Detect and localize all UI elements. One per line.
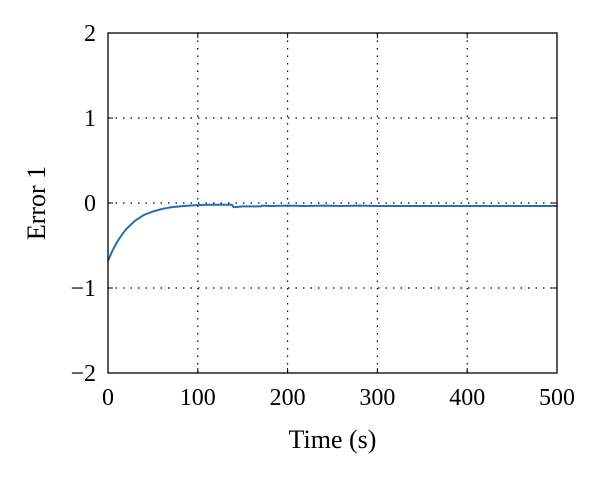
y-tick-label: 1 — [84, 106, 96, 132]
x-tick-label: 0 — [102, 385, 114, 411]
plot-frame — [107, 32, 558, 374]
x-tick-label: 400 — [449, 385, 485, 411]
x-axis-label: Time (s) — [289, 425, 377, 454]
x-tick-label: 300 — [359, 385, 395, 411]
y-tick-label: −1 — [70, 276, 96, 302]
grid-lines — [108, 33, 557, 373]
y-axis-label: Error 1 — [22, 166, 51, 240]
x-tick-label: 500 — [539, 385, 575, 411]
y-tick-label: −2 — [70, 361, 96, 387]
series-layer — [107, 203, 557, 262]
y-tick-label: 0 — [84, 191, 96, 217]
y-tick-label: 2 — [84, 21, 96, 47]
x-tick-label: 200 — [270, 385, 306, 411]
x-tick-label: 100 — [180, 385, 216, 411]
series-line — [107, 203, 557, 262]
axis-ticks: 0 100 200 300 400 500 −2 −1 0 1 2 — [70, 21, 575, 411]
